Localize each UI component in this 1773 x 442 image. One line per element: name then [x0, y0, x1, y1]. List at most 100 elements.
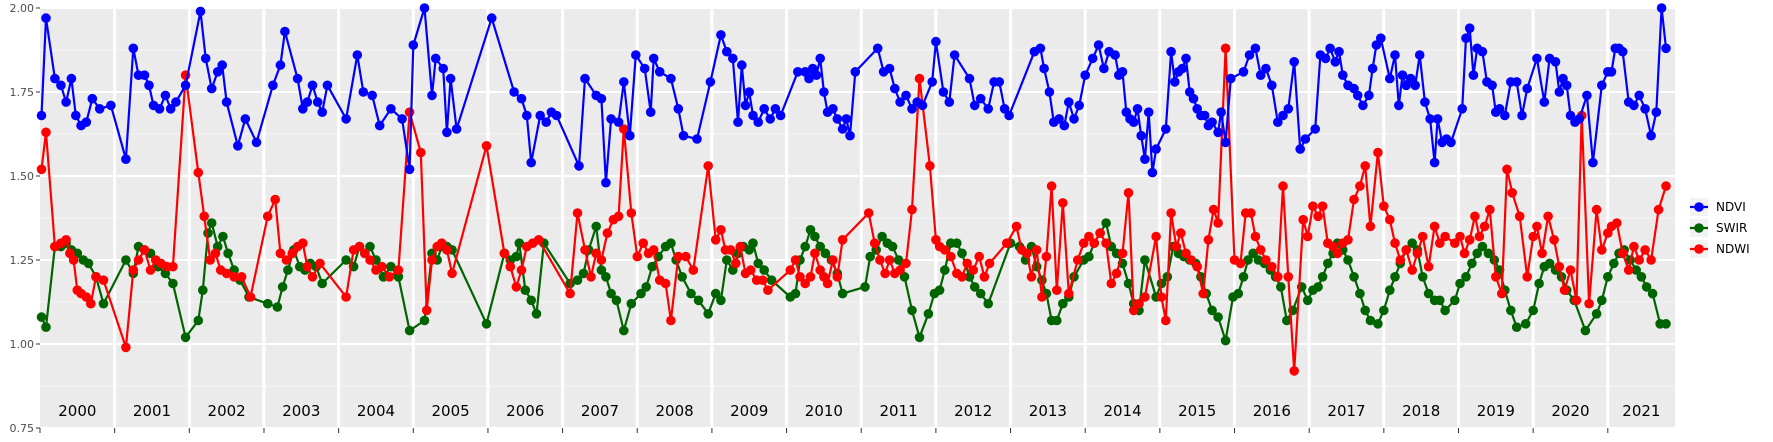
data-point-swir	[1520, 319, 1531, 329]
data-point-swir	[591, 221, 601, 232]
data-point-ndvi	[969, 100, 980, 111]
data-point-ndvi	[705, 77, 716, 87]
year-label-2006: 2006	[506, 402, 544, 420]
data-point-ndwi	[580, 245, 590, 255]
data-point-ndvi	[1390, 50, 1400, 60]
data-point-ndvi	[793, 67, 803, 77]
data-point-ndwi	[133, 255, 144, 265]
data-point-ndvi	[1352, 90, 1363, 101]
data-point-swir	[1477, 241, 1488, 252]
data-point-ndvi	[292, 73, 303, 84]
data-point-ndvi	[1166, 46, 1176, 57]
data-point-ndvi	[994, 77, 1005, 87]
data-point-swir	[180, 332, 191, 343]
data-point-swir	[1213, 312, 1223, 322]
data-point-ndwi	[61, 235, 71, 245]
data-point-ndvi	[367, 90, 378, 101]
data-point-ndwi	[591, 248, 601, 259]
data-point-ndvi	[1128, 117, 1139, 127]
data-point-ndvi	[1216, 107, 1226, 117]
data-point-swir	[611, 295, 622, 306]
y-axis: 0.75 1.00 1.25 1.50 1.75 2.00	[10, 2, 40, 435]
data-point-ndvi	[596, 93, 607, 104]
data-point-ndwi	[229, 272, 239, 282]
data-point-ndwi	[1203, 235, 1214, 245]
data-point-ndvi	[1238, 67, 1249, 77]
data-point-ndwi	[41, 127, 51, 138]
data-point-swir	[877, 231, 887, 242]
data-point-ndvi	[964, 73, 975, 84]
data-point-ndvi	[1617, 46, 1628, 57]
data-point-swir	[907, 305, 917, 316]
data-point-swir	[619, 325, 629, 336]
data-point-swir	[686, 288, 696, 299]
legend-item-swir: SWIR	[1690, 219, 1747, 237]
data-point-ndwi	[1584, 298, 1594, 309]
data-point-ndwi	[613, 211, 624, 222]
data-point-swir	[1385, 285, 1395, 296]
data-point-swir	[1647, 288, 1658, 299]
legend-item-ndwi: NDWI	[1690, 240, 1750, 258]
data-point-swir	[1140, 255, 1150, 265]
data-point-ndwi	[1629, 241, 1639, 252]
data-point-swir	[1302, 295, 1313, 306]
data-point-ndwi	[1435, 238, 1445, 248]
data-point-swir	[800, 241, 810, 252]
legend-item-ndvi: NDVI	[1690, 198, 1746, 216]
data-point-ndvi	[716, 30, 726, 40]
data-point-swir	[969, 282, 980, 292]
data-point-ndvi	[41, 13, 51, 23]
data-point-ndvi	[1656, 3, 1667, 13]
data-point-ndvi	[737, 60, 747, 70]
data-point-swir	[1631, 265, 1641, 275]
data-point-ndwi	[1101, 238, 1111, 248]
data-point-ndwi	[785, 265, 796, 275]
data-point-ndwi	[481, 141, 492, 151]
data-point-ndwi	[1571, 295, 1582, 306]
year-label-2002: 2002	[208, 402, 246, 420]
data-point-swir	[229, 265, 239, 275]
data-point-ndvi	[733, 117, 743, 127]
data-point-ndvi	[1064, 97, 1074, 107]
y-tick-label: 1.75	[10, 86, 35, 99]
data-point-ndvi	[1054, 114, 1064, 124]
data-point-swir	[1248, 248, 1258, 259]
data-point-ndvi	[927, 77, 937, 87]
data-point-ndwi	[275, 248, 286, 259]
data-point-ndvi	[917, 100, 928, 111]
data-point-ndvi	[1338, 70, 1348, 80]
data-point-ndvi	[251, 137, 262, 148]
data-point-ndvi	[1517, 110, 1527, 121]
data-point-swir	[262, 298, 273, 309]
data-point-ndvi	[1300, 134, 1311, 144]
data-point-ndvi	[442, 127, 452, 138]
data-point-swir	[514, 238, 525, 248]
data-point-ndvi	[949, 50, 960, 60]
data-point-ndvi	[87, 93, 98, 104]
data-point-ndwi	[1095, 228, 1105, 238]
data-point-ndwi	[1591, 204, 1602, 215]
data-point-ndvi	[1358, 100, 1368, 111]
data-point-ndvi	[775, 110, 786, 121]
series-line-ndvi	[40, 6, 1668, 184]
data-point-swir	[753, 258, 763, 269]
y-tick-label: 0.75	[10, 422, 35, 435]
data-point-swir	[419, 315, 430, 326]
data-point-ndwi	[681, 251, 691, 262]
data-point-swir	[1052, 315, 1062, 326]
data-point-ndwi	[1360, 161, 1370, 171]
data-point-ndvi	[1487, 80, 1497, 91]
data-point-ndwi	[907, 204, 917, 215]
data-point-ndwi	[710, 235, 721, 245]
data-point-swir	[1379, 305, 1389, 316]
data-point-ndvi	[1087, 53, 1098, 64]
data-point-swir	[975, 288, 986, 299]
data-point-ndwi	[837, 235, 848, 245]
data-point-ndwi	[393, 265, 404, 275]
data-point-ndvi	[233, 141, 243, 151]
data-point-ndwi	[822, 278, 833, 289]
data-point-swir	[636, 288, 646, 299]
data-point-swir	[647, 261, 657, 272]
data-point-ndwi	[1267, 261, 1277, 272]
data-point-ndvi	[1289, 57, 1299, 67]
